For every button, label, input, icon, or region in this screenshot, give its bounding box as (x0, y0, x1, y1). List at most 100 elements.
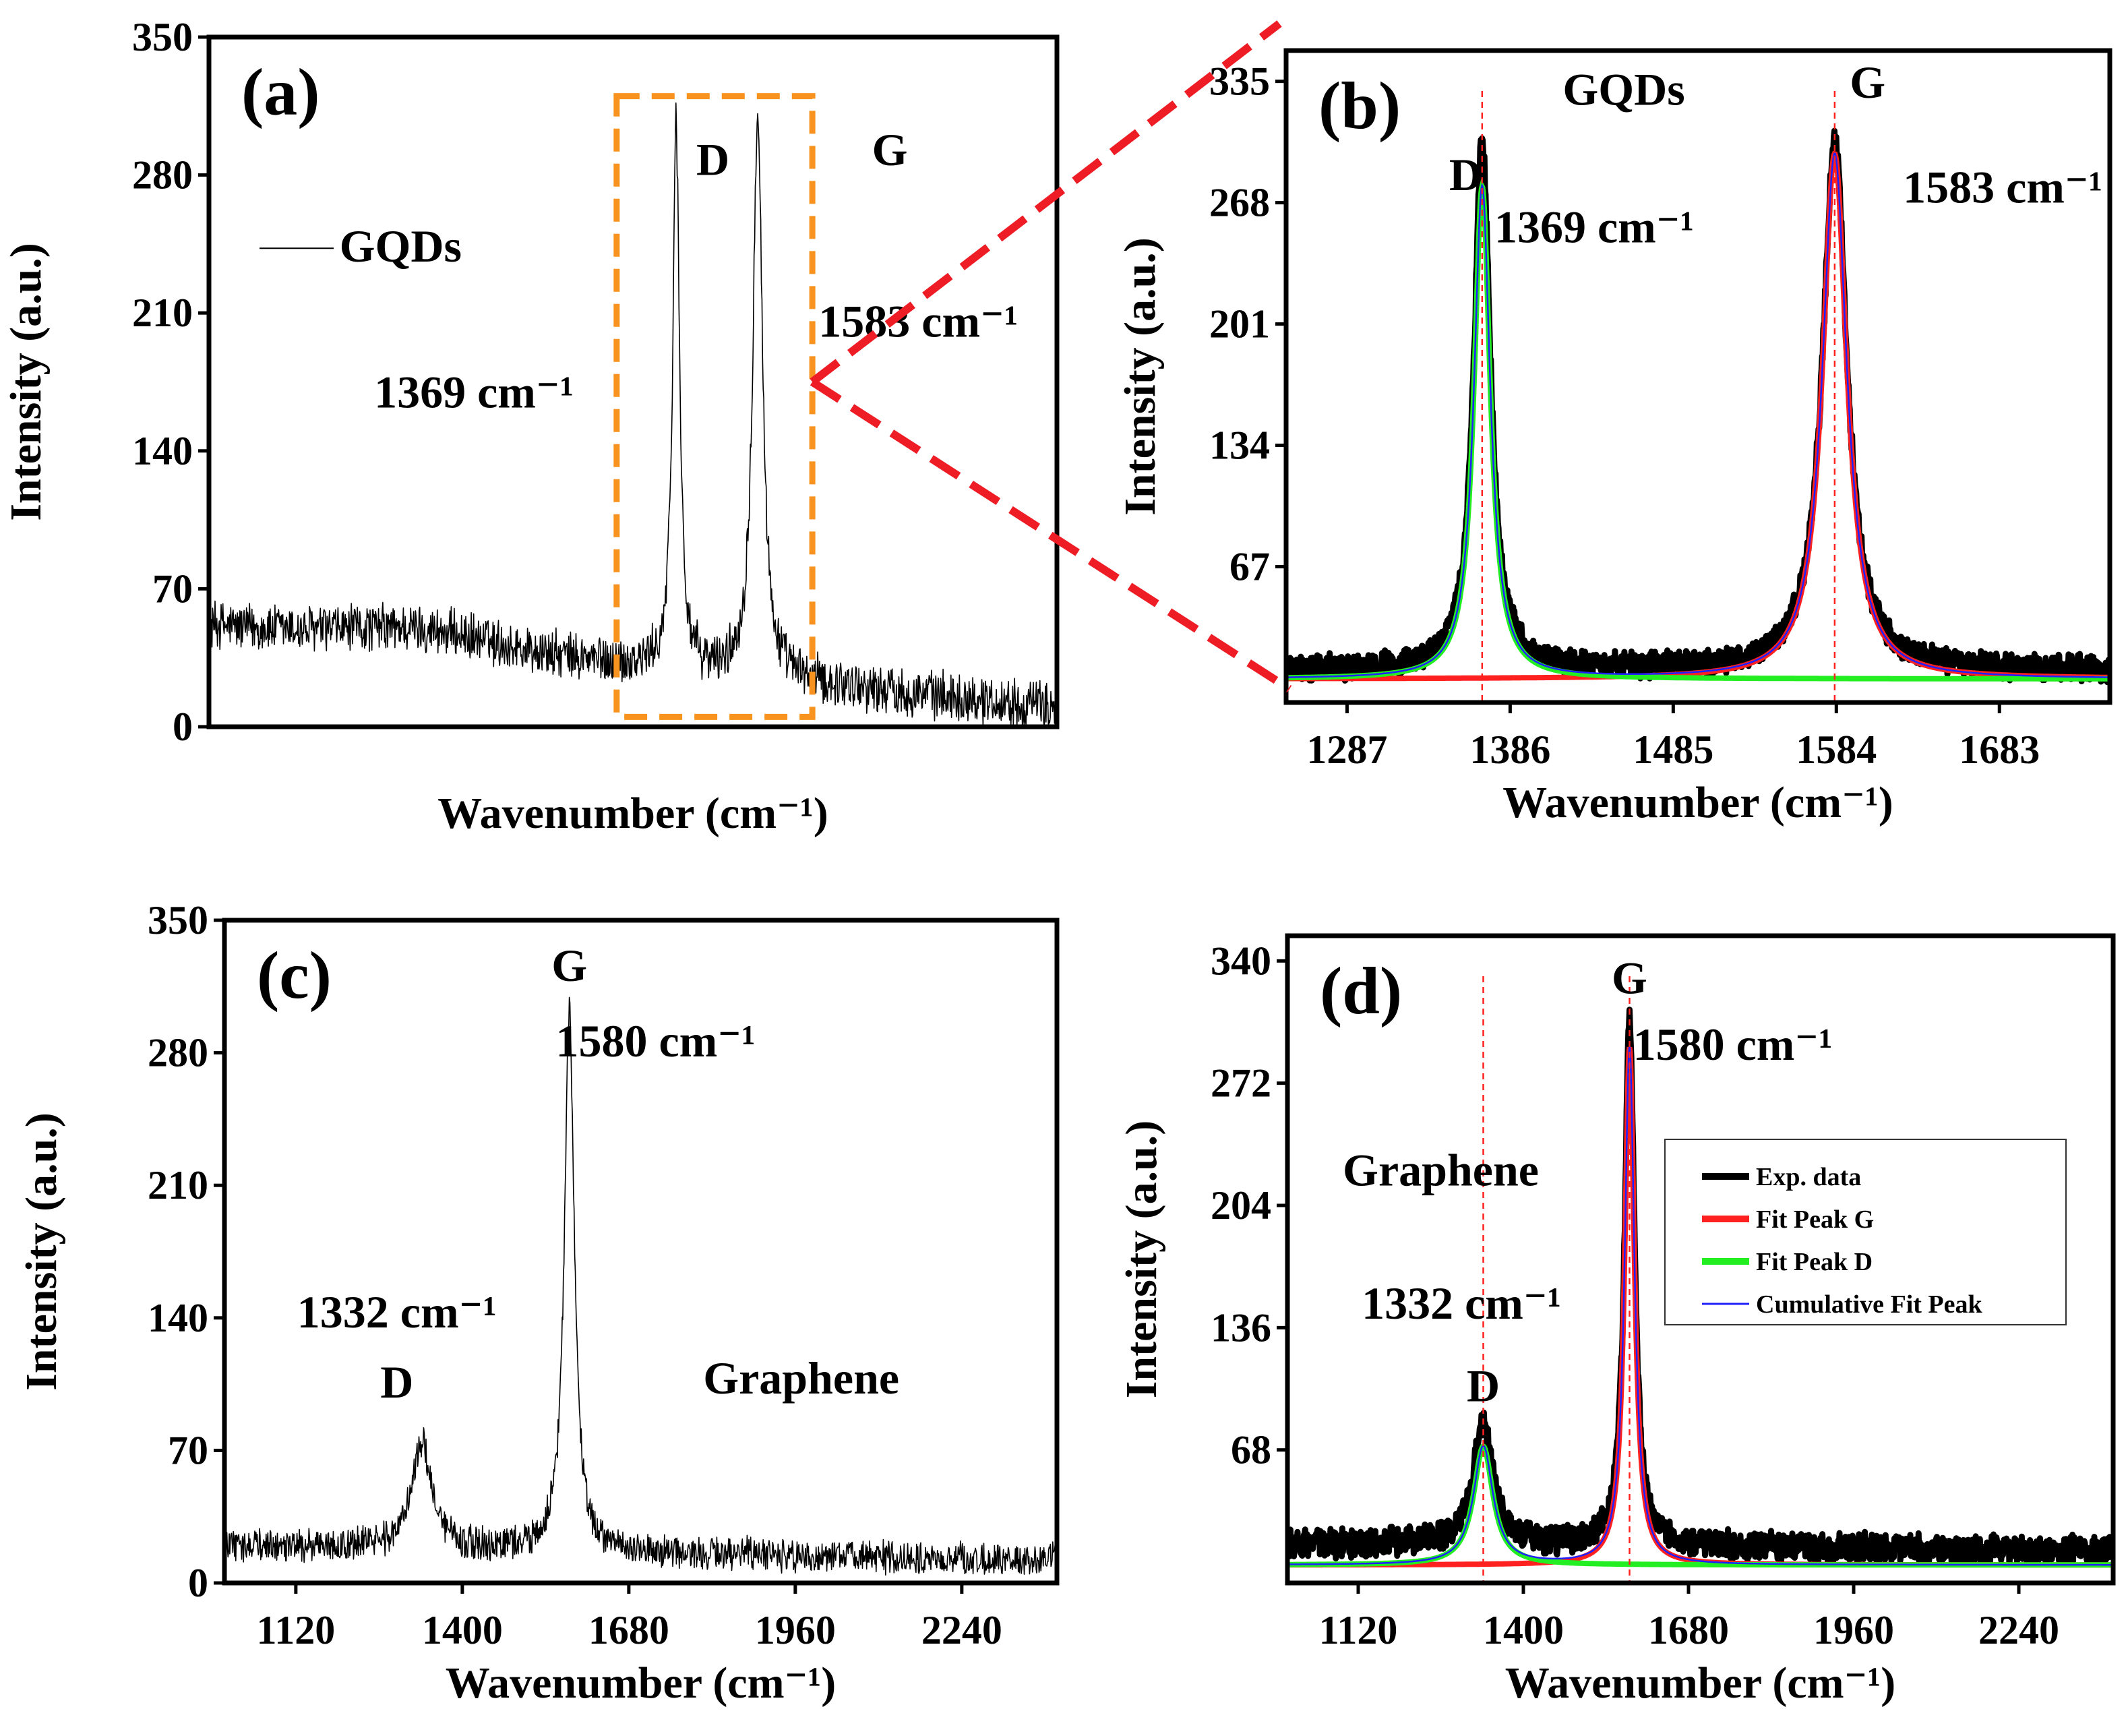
x-tick-label-b-1: 1386 (1469, 727, 1550, 772)
y-tick-label-a-3: 210 (132, 291, 193, 335)
annotation-d-0: G (1612, 952, 1647, 1003)
annotation-a-4: GQDs (340, 220, 462, 272)
y-tick-label-c-4: 280 (148, 1031, 208, 1075)
annotation-b-1: 1369 cm⁻¹ (1494, 202, 1694, 253)
panel-label-c: (c) (257, 938, 332, 1013)
panel-d: 68 136 204 272 340 1120 1400 1680 1960 2240 Wavenu… (1117, 933, 2116, 1708)
fit-peak-g-b (1286, 150, 2110, 682)
annotation-c-1: 1580 cm⁻¹ (555, 1015, 755, 1067)
annotation-b-3: 1583 cm⁻¹ (1903, 162, 2102, 213)
y-tick-label-a-5: 350 (132, 15, 193, 59)
y-tick-label-b-0: 67 (1229, 545, 1270, 589)
y-tick-label-a-1: 70 (152, 566, 193, 611)
y-tick-label-b-3: 268 (1209, 181, 1270, 225)
y-tick-label-c-5: 350 (148, 898, 208, 942)
x-tick-label-c-1: 1400 (422, 1608, 503, 1652)
y-tick-label-b-4: 335 (1209, 59, 1270, 104)
y-axis-title-c: Intensity (a.u.) (17, 1112, 66, 1391)
annotation-d-4: D (1467, 1360, 1500, 1412)
panel-a: 0 70 140 210 280 350 Wavenumber (cm⁻¹) Intensit… (1, 15, 1060, 838)
zoom-overlay (810, 20, 1292, 693)
annotation-d-1: 1580 cm⁻¹ (1633, 1019, 1833, 1070)
annotation-b-2: G (1850, 57, 1885, 108)
y-tick-label-c-2: 140 (148, 1296, 208, 1340)
y-tick-label-d-1: 136 (1211, 1305, 1271, 1350)
y-tick-label-c-0: 0 (188, 1561, 208, 1605)
x-tick-label-c-4: 2240 (921, 1608, 1002, 1652)
series-line-d (1287, 1007, 2113, 1568)
legend-label-0: Exp. data (1756, 1163, 1861, 1191)
panel-label-a: (a) (241, 55, 320, 129)
y-tick-label-d-4: 340 (1211, 938, 1271, 983)
plot-area-a (209, 102, 1057, 727)
x-axis-title-a: Wavenumber (cm⁻¹) (437, 789, 828, 838)
y-tick-label-b-1: 134 (1209, 423, 1270, 468)
y-tick-label-a-4: 280 (132, 153, 193, 198)
panel-label-d: (d) (1320, 953, 1402, 1028)
x-tick-label-c-0: 1120 (257, 1608, 336, 1652)
y-tick-label-d-0: 68 (1231, 1428, 1271, 1472)
annotation-d-3: 1332 cm⁻¹ (1362, 1278, 1561, 1329)
zoom-line-bottom (810, 378, 1292, 693)
legend-box (1664, 1139, 2067, 1325)
y-tick-label-c-1: 70 (168, 1428, 208, 1472)
series-line-a (209, 102, 1057, 727)
axes-frame-a (206, 34, 1060, 729)
annotation-a-2: 1369 cm⁻¹ (374, 366, 574, 417)
annotation-a-1: G (872, 124, 908, 175)
x-tick-label-d-1: 1400 (1483, 1608, 1564, 1652)
annotation-c-0: G (551, 940, 587, 991)
annotation-c-3: D (380, 1356, 413, 1408)
zoom-line-top (810, 20, 1282, 386)
annotation-a-0: D (696, 134, 729, 185)
annotation-c-4: Graphene (703, 1352, 899, 1404)
y-tick-label-a-0: 0 (173, 705, 193, 749)
y-axis-title-a: Intensity (a.u.) (1, 243, 51, 521)
panel-title-b: GQDs (1562, 64, 1684, 115)
y-tick-label-d-3: 272 (1211, 1061, 1271, 1106)
y-tick-label-d-2: 204 (1211, 1183, 1271, 1228)
y-axis-title-b: Intensity (a.u.) (1116, 237, 1165, 516)
axes-frame-b (1283, 48, 2112, 705)
x-tick-label-c-2: 1680 (588, 1608, 669, 1652)
axes-frame-d (1285, 933, 2116, 1586)
x-axis-title-b: Wavenumber (cm⁻¹) (1502, 778, 1893, 827)
zoom-box (613, 93, 816, 720)
x-axis-title-c: Wavenumber (cm⁻¹) (446, 1658, 837, 1708)
y-tick-label-a-2: 140 (132, 429, 193, 473)
cumulative-fit-b (1286, 152, 2110, 678)
legend-label-1: Fit Peak G (1756, 1205, 1874, 1234)
x-tick-label-d-0: 1120 (1319, 1608, 1398, 1652)
y-axis-title-d: Intensity (a.u.) (1117, 1120, 1166, 1399)
x-tick-label-d-4: 2240 (1978, 1608, 2059, 1652)
plot-area-b (1286, 91, 2110, 702)
x-tick-label-b-2: 1485 (1633, 727, 1713, 772)
annotation-b-0: D (1449, 149, 1482, 200)
x-tick-label-b-4: 1683 (1959, 727, 2040, 772)
x-tick-label-d-3: 1960 (1813, 1608, 1894, 1652)
legend-label-3: Cumulative Fit Peak (1756, 1290, 1983, 1319)
x-tick-label-b-0: 1287 (1306, 727, 1387, 772)
x-tick-label-b-3: 1584 (1796, 727, 1877, 772)
y-tick-label-c-3: 210 (148, 1163, 208, 1207)
legend-label-2: Fit Peak D (1756, 1248, 1873, 1276)
x-axis-title-d: Wavenumber (cm⁻¹) (1505, 1658, 1896, 1708)
legend-d: Exp. data Fit Peak G Fit Peak D Cumulative … (1664, 1139, 2067, 1325)
panel-b: 67 134 201 268 335 1287 1386 1485 1584 1683 Wavenu… (1116, 48, 2112, 827)
series-line-c (224, 996, 1057, 1576)
fit-peak-d-b (1286, 179, 2110, 682)
x-tick-label-c-3: 1960 (755, 1608, 836, 1652)
axes-frame-c (222, 918, 1060, 1586)
annotation-d-2: Graphene (1343, 1145, 1539, 1196)
series-line-b (1286, 127, 2110, 686)
panel-c: 0 70 140 210 280 350 1120 1400 1680 1960 2240 Waven… (17, 898, 1060, 1708)
plot-area-c (224, 996, 1057, 1576)
cumulative-fit-d (1287, 1046, 2113, 1566)
annotation-a-3: 1583 cm⁻¹ (818, 295, 1018, 347)
y-tick-label-b-2: 201 (1209, 302, 1270, 347)
annotation-c-2: 1332 cm⁻¹ (297, 1286, 497, 1338)
panel-label-b: (b) (1318, 68, 1401, 143)
plot-area-d (1287, 976, 2113, 1583)
x-tick-label-d-2: 1680 (1648, 1608, 1729, 1652)
